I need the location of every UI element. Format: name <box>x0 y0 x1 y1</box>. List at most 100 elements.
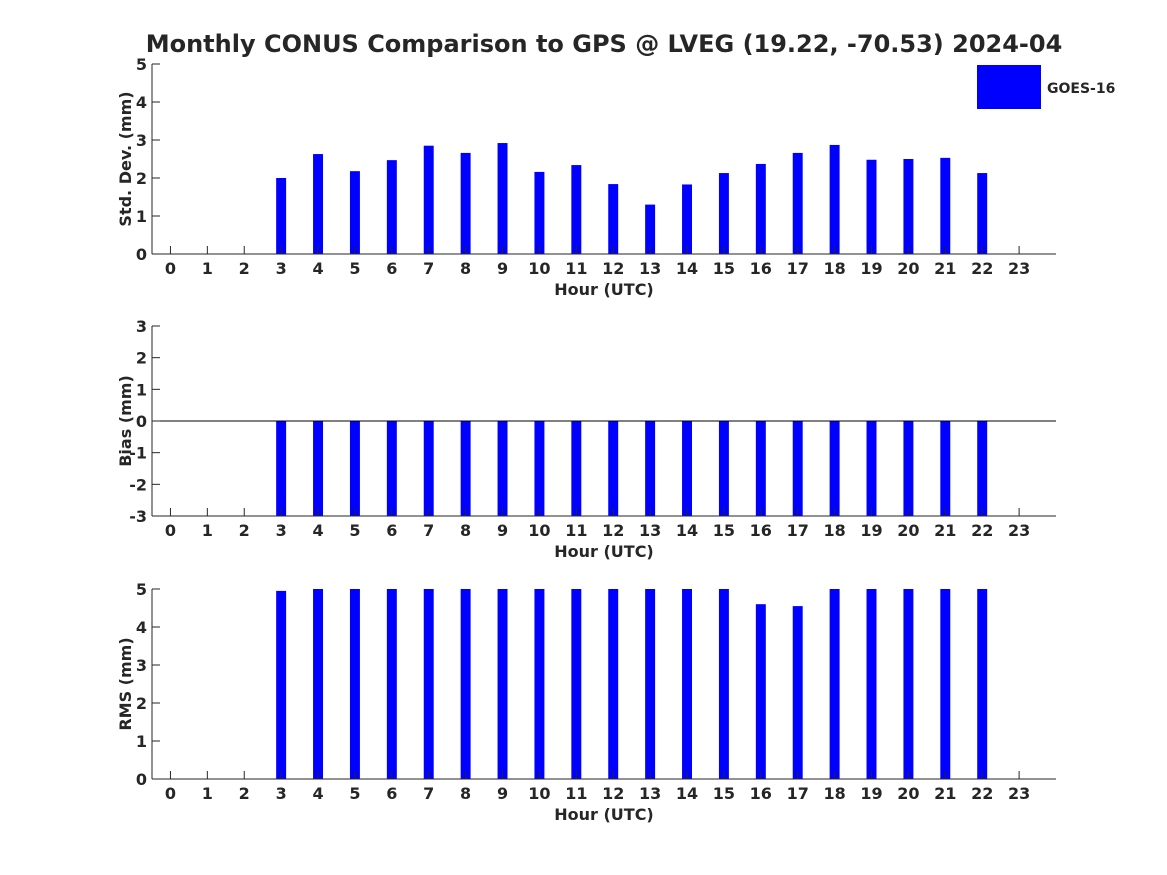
y-tick-label: 3 <box>136 656 147 675</box>
bar-4 <box>313 154 324 254</box>
bar-8 <box>460 152 471 254</box>
bar-7 <box>423 421 434 516</box>
x-tick-label: 2 <box>239 259 250 278</box>
bar-15 <box>718 589 729 779</box>
bar-16 <box>755 421 766 516</box>
bar-14 <box>682 589 692 779</box>
y-tick-label: 1 <box>136 207 147 226</box>
x-tick-label: 21 <box>934 521 956 540</box>
x-tick-label: 20 <box>897 521 919 540</box>
x-tick-label: 8 <box>460 259 471 278</box>
x-tick-label: 4 <box>312 784 323 803</box>
bar-10 <box>534 421 545 516</box>
x-tick-label: 1 <box>202 521 213 540</box>
x-tick-label: 6 <box>386 259 397 278</box>
x-tick-label: 21 <box>934 259 956 278</box>
x-tick-label: 16 <box>750 784 772 803</box>
x-tick-label: 19 <box>860 521 882 540</box>
x-tick-label: 10 <box>528 259 550 278</box>
bar-19 <box>866 421 877 516</box>
y-tick-label: 1 <box>136 380 147 399</box>
legend-label: GOES-16 <box>1047 81 1115 97</box>
x-tick-label: 11 <box>565 521 587 540</box>
x-tick-label: 13 <box>639 784 661 803</box>
bar-16 <box>755 163 766 254</box>
x-tick-label: 5 <box>349 784 360 803</box>
bar-22 <box>977 589 988 779</box>
bar-9 <box>497 143 508 254</box>
bar-10 <box>534 171 545 254</box>
y-tick-label: 2 <box>136 694 147 713</box>
x-tick-label: 9 <box>497 521 508 540</box>
bar-22 <box>977 421 988 516</box>
x-tick-label: 1 <box>202 259 213 278</box>
bar-6 <box>386 421 397 516</box>
x-tick-label: 8 <box>460 784 471 803</box>
x-tick-label: 6 <box>386 521 397 540</box>
x-tick-label: 16 <box>750 259 772 278</box>
x-tick-label: 23 <box>1008 259 1030 278</box>
bar-3 <box>276 421 287 516</box>
bar-3 <box>276 178 287 254</box>
x-tick-label: 0 <box>165 784 176 803</box>
x-tick-label: 18 <box>823 521 845 540</box>
x-tick-label: 23 <box>1008 784 1030 803</box>
x-tick-label: 22 <box>971 521 993 540</box>
x-tick-label: 13 <box>639 259 661 278</box>
y-tick-label: 3 <box>136 131 147 150</box>
bar-18 <box>829 421 840 516</box>
x-tick-label: 8 <box>460 521 471 540</box>
x-tick-label: 13 <box>639 521 661 540</box>
x-tick-label: 17 <box>787 521 809 540</box>
bar-11 <box>571 589 582 779</box>
y-tick-label: 2 <box>136 349 147 368</box>
bar-13 <box>645 589 656 779</box>
x-tick-label: 19 <box>860 259 882 278</box>
y-tick-label: 0 <box>136 245 147 264</box>
x-tick-label: 16 <box>750 521 772 540</box>
x-tick-label: 2 <box>239 521 250 540</box>
y-tick-label: 5 <box>136 55 147 74</box>
y-axis-label: Std. Dev. (mm) <box>116 91 135 226</box>
bar-17 <box>792 152 803 254</box>
bar-5 <box>349 589 360 779</box>
bar-4 <box>313 589 324 779</box>
bar-20 <box>903 421 914 516</box>
bar-7 <box>423 145 434 254</box>
y-tick-label: -3 <box>129 507 147 526</box>
bar-22 <box>977 173 988 254</box>
x-tick-label: 0 <box>165 521 176 540</box>
bar-13 <box>645 204 656 254</box>
bar-9 <box>497 421 508 516</box>
bar-6 <box>386 589 397 779</box>
x-tick-label: 15 <box>713 259 735 278</box>
bar-14 <box>682 184 692 254</box>
x-tick-label: 21 <box>934 784 956 803</box>
bar-5 <box>349 421 360 516</box>
y-tick-label: 4 <box>136 618 147 637</box>
bar-16 <box>755 604 766 779</box>
x-tick-label: 5 <box>349 521 360 540</box>
x-tick-label: 18 <box>823 259 845 278</box>
bar-6 <box>386 160 397 254</box>
x-tick-label: 22 <box>971 259 993 278</box>
y-axis-label: Bias (mm) <box>116 375 135 467</box>
bar-19 <box>866 589 877 779</box>
x-tick-label: 3 <box>276 259 287 278</box>
x-tick-label: 9 <box>497 259 508 278</box>
bar-15 <box>718 421 729 516</box>
x-tick-label: 17 <box>787 784 809 803</box>
x-tick-label: 9 <box>497 784 508 803</box>
x-tick-label: 14 <box>676 521 698 540</box>
bar-20 <box>903 159 914 254</box>
legend-swatch <box>977 65 1041 109</box>
x-tick-label: 22 <box>971 784 993 803</box>
y-tick-label: 4 <box>136 93 147 112</box>
x-tick-label: 12 <box>602 259 624 278</box>
bar-7 <box>423 589 434 779</box>
bar-10 <box>534 589 545 779</box>
